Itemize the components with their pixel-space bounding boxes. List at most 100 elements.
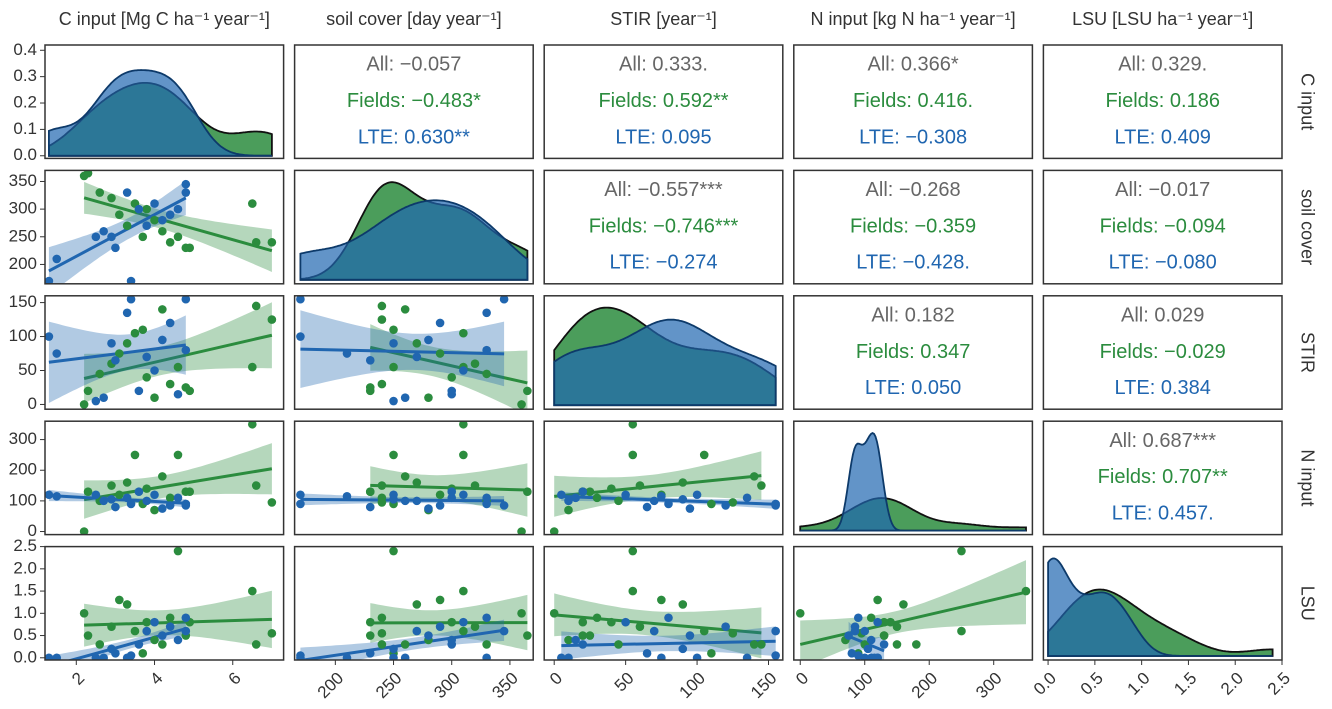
y-tick-label: 0.0	[13, 647, 37, 666]
panel-border	[793, 295, 1034, 410]
point	[957, 626, 966, 636]
point	[742, 493, 752, 503]
point	[142, 484, 151, 493]
point	[749, 640, 759, 649]
point	[181, 345, 191, 355]
row-label: STIR	[1297, 332, 1317, 373]
point	[158, 472, 167, 481]
point	[111, 502, 120, 512]
point	[185, 243, 195, 253]
point	[607, 484, 616, 493]
point	[721, 622, 730, 631]
point	[447, 617, 457, 627]
point	[122, 188, 132, 197]
point	[377, 379, 387, 389]
point	[248, 586, 257, 596]
regression-line	[799, 590, 1027, 646]
x-tick-label: 1.5	[1170, 669, 1200, 699]
correlation-text: Fields: −0.746***	[589, 215, 739, 237]
x-tick-label: 2.5	[1264, 669, 1294, 699]
point	[482, 499, 491, 509]
x-tick-label: 350	[488, 669, 521, 702]
point	[389, 546, 398, 556]
density-area	[553, 318, 777, 407]
panel-border	[1042, 545, 1283, 661]
point	[692, 653, 702, 660]
point	[557, 490, 566, 500]
point	[389, 362, 398, 372]
point	[173, 362, 183, 372]
point	[873, 617, 882, 627]
point	[107, 644, 116, 654]
point	[173, 546, 183, 556]
density-area	[48, 69, 272, 157]
point	[130, 450, 140, 460]
point	[607, 617, 616, 627]
point	[523, 386, 532, 396]
point	[628, 421, 638, 429]
correlation-text: LTE: 0.409	[1115, 126, 1211, 148]
point	[424, 631, 433, 640]
x-tick-label: 0	[792, 669, 812, 689]
point	[860, 653, 870, 660]
regression-line	[83, 196, 273, 253]
point	[635, 622, 645, 631]
point	[122, 308, 132, 318]
point	[79, 400, 89, 409]
correlation-text: All: 0.329.	[1118, 54, 1207, 76]
y-tick-label: 2.0	[13, 558, 37, 577]
point	[122, 339, 132, 348]
point	[181, 188, 191, 197]
point	[365, 649, 375, 658]
regression-line	[300, 347, 505, 356]
point	[499, 626, 509, 636]
point	[251, 481, 261, 490]
point	[267, 238, 277, 247]
panel	[543, 295, 784, 410]
panel-border	[44, 295, 285, 410]
panel	[44, 169, 285, 285]
y-tick-label: 2.5	[13, 536, 37, 555]
point	[107, 232, 116, 242]
point	[377, 640, 387, 649]
point	[150, 505, 159, 515]
point	[853, 613, 863, 623]
y-tick-label: 1.5	[13, 581, 37, 600]
correlation-text: All: 0.687***	[1109, 430, 1216, 452]
point	[142, 496, 151, 506]
point	[523, 487, 532, 496]
panel-border	[793, 169, 1034, 285]
point	[389, 495, 398, 504]
point	[365, 617, 375, 627]
point	[150, 215, 159, 225]
point	[150, 393, 159, 402]
point	[52, 349, 62, 358]
regression-line	[48, 196, 187, 273]
point	[447, 493, 457, 503]
point	[165, 622, 175, 631]
point	[377, 301, 387, 311]
x-tick-label: 100	[676, 669, 709, 702]
point	[459, 328, 468, 338]
x-tick-label: 300	[430, 669, 463, 702]
point	[181, 179, 191, 189]
point	[860, 626, 870, 636]
point	[557, 653, 566, 660]
point	[459, 626, 468, 636]
point	[158, 215, 167, 225]
point	[685, 504, 695, 513]
x-tick-label: 2	[68, 669, 88, 689]
point	[628, 450, 638, 460]
point	[107, 193, 116, 203]
panel	[44, 545, 285, 661]
correlation-text: Fields: 0.707**	[1098, 466, 1228, 488]
panel	[293, 169, 534, 285]
panel	[543, 420, 784, 536]
point	[91, 490, 101, 500]
point	[91, 396, 101, 406]
point	[107, 622, 116, 631]
point	[699, 626, 709, 636]
y-tick-label: 200	[9, 254, 37, 273]
x-tick-label: 100	[843, 669, 876, 702]
point	[138, 232, 148, 242]
